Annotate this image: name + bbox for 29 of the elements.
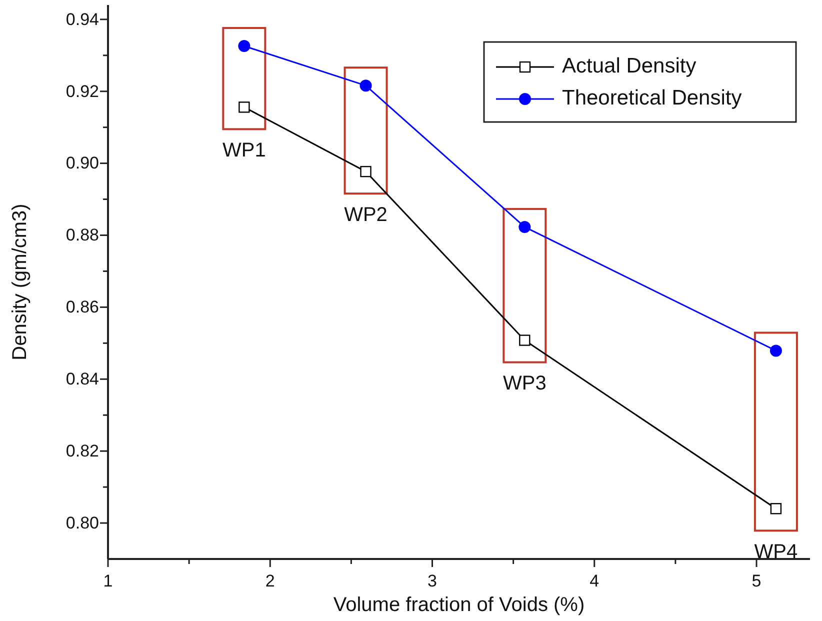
- legend-label: Actual Density: [562, 54, 697, 78]
- x-tick-label: 5: [752, 572, 762, 591]
- point: [770, 503, 782, 514]
- x-axis-title: Volume fraction of Voids (%): [333, 594, 585, 616]
- annotation: WP3: [502, 372, 546, 395]
- point: [360, 166, 372, 178]
- y-axis-title: Density (gm/cm3): [9, 204, 31, 360]
- annotation: WP4: [754, 540, 798, 563]
- point: [770, 344, 782, 357]
- y-tick-label: 0.80: [66, 513, 99, 532]
- x-tick-label: 3: [428, 572, 437, 591]
- x-tick-label: 1: [103, 572, 113, 591]
- x-tick-label: 4: [590, 572, 600, 591]
- point: [360, 80, 372, 92]
- y-tick-label: 0.90: [66, 154, 99, 173]
- point: [519, 334, 530, 346]
- legend-label: Theoretical Density: [562, 86, 742, 110]
- y-tick-label: 0.94: [66, 10, 99, 29]
- point: [518, 220, 531, 233]
- point: [238, 40, 250, 52]
- y-tick-label: 0.82: [66, 442, 99, 461]
- point: [238, 102, 250, 113]
- annotation: WP2: [344, 204, 388, 226]
- annotation: WP1: [222, 139, 266, 162]
- y-tick-label: 0.86: [66, 298, 99, 317]
- y-tick-label: 0.88: [66, 226, 99, 245]
- y-tick-label: 0.92: [66, 82, 99, 101]
- y-tick-label: 0.84: [66, 370, 99, 389]
- x-tick-label: 2: [265, 572, 275, 591]
